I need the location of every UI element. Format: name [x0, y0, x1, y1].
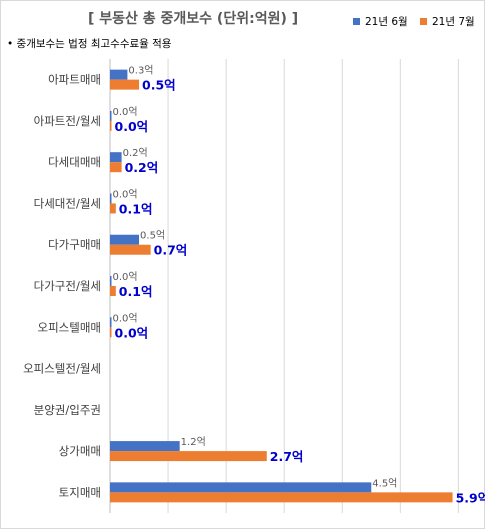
data-label-jun: 4.5억 [372, 477, 397, 489]
data-label-jul: 0.1억 [119, 201, 153, 216]
data-label-jul: 0.5억 [142, 78, 176, 93]
category-label: 상가매매 [59, 444, 101, 458]
bar-jul [110, 162, 122, 173]
bar-jun [110, 441, 180, 452]
data-label-jul: 5.9억 [456, 490, 485, 505]
data-label-jun: 1.2억 [181, 436, 206, 448]
category-label: 토지매매 [59, 485, 101, 499]
bar-jun [110, 276, 112, 286]
legend-swatch-jul [420, 18, 427, 25]
bar-jul [110, 203, 116, 214]
bar-jul [110, 327, 112, 338]
data-label-jun: 0.2억 [123, 147, 148, 159]
category-label: 오피스텔매매 [38, 320, 101, 334]
data-label-jun: 0.0억 [113, 106, 138, 118]
bar-jul [110, 120, 112, 131]
category-label: 다가구매매 [48, 238, 101, 252]
data-label-jun: 0.3억 [128, 65, 153, 77]
bar-jul [110, 451, 267, 462]
data-label-jun: 0.0억 [113, 188, 138, 200]
data-label-jun: 0.5억 [140, 230, 165, 242]
legend-label-jun: 21년 6월 [365, 16, 408, 28]
data-label-jun: 0.0억 [113, 312, 138, 324]
bar-jun [110, 317, 112, 328]
chart-title: [ 부동산 총 중개보수 (단위:억원) ] [88, 11, 299, 27]
category-label: 아파트전/월세 [34, 114, 101, 128]
bar-jun [110, 152, 122, 163]
data-label-jun: 0.0억 [113, 271, 138, 283]
data-label-jul: 2.7억 [270, 449, 304, 464]
note-bullet: • [7, 38, 14, 50]
category-label: 다세대전/월세 [34, 196, 101, 210]
note-text: 중개보수는 법정 최고수수료율 적용 [16, 38, 172, 50]
bar-jun [110, 193, 112, 204]
legend-item-jun: 21년 6월 [353, 14, 408, 29]
legend-swatch-jun [353, 18, 360, 25]
data-label-jul: 0.7억 [154, 243, 188, 258]
data-label-jul: 0.0억 [115, 325, 149, 340]
category-label: 분양권/입주권 [34, 403, 101, 417]
data-label-jul: 0.2억 [125, 160, 159, 175]
bar-jul [110, 79, 140, 90]
data-label-jul: 0.0억 [115, 119, 149, 134]
category-label: 다가구전/월세 [34, 279, 101, 293]
legend-label-jul: 21년 7월 [432, 16, 475, 28]
category-label: 오피스텔전/월세 [23, 362, 101, 376]
bar-jul [110, 492, 453, 503]
chart-note: • 중개보수는 법정 최고수수료율 적용 [7, 36, 171, 51]
bar-jun [110, 482, 372, 493]
legend-item-jul: 21년 7월 [420, 14, 475, 29]
bar-jun [110, 234, 140, 245]
category-label: 다세대매매 [48, 155, 101, 169]
bar-jun [110, 110, 112, 121]
bar-jul [110, 286, 116, 296]
data-label-jul: 0.1억 [119, 284, 153, 299]
bar-jun [110, 69, 128, 80]
bar-jul [110, 244, 151, 255]
category-label: 아파트매매 [48, 73, 101, 87]
